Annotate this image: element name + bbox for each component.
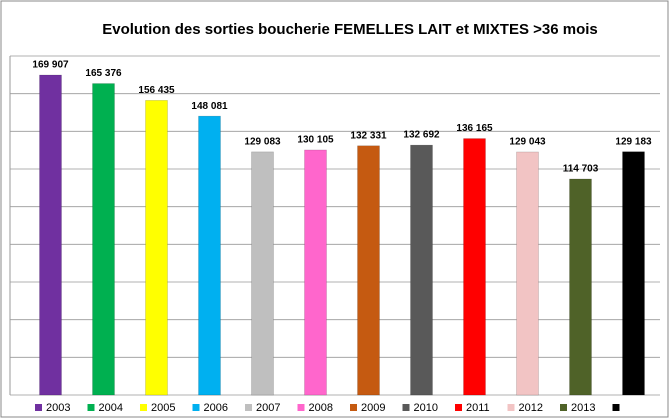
bar — [357, 145, 380, 396]
legend-swatch — [87, 404, 95, 411]
legend-label: 2013 — [571, 402, 595, 414]
value-label: 129 183 — [615, 136, 652, 147]
legend-label: 2012 — [519, 402, 543, 414]
value-label: 132 692 — [403, 130, 440, 141]
legend-swatch — [350, 404, 357, 411]
legend-label: 2003 — [46, 402, 70, 414]
value-label: 129 083 — [244, 137, 281, 148]
legend-swatch — [35, 404, 42, 411]
bar — [145, 100, 168, 396]
legend-label: 2008 — [309, 402, 333, 414]
legend-swatch — [297, 404, 305, 411]
bar — [410, 144, 433, 396]
value-label: 169 907 — [32, 60, 69, 71]
legend-label: 2009 — [361, 402, 385, 414]
bar — [39, 74, 62, 396]
value-label: 132 331 — [350, 130, 387, 141]
legend-swatch — [612, 404, 620, 411]
legend-swatch — [140, 404, 147, 411]
legend-label: 2006 — [204, 402, 228, 414]
legend-label: 2011 — [466, 402, 490, 414]
legend-label: 2007 — [256, 402, 280, 414]
value-label: 130 105 — [297, 135, 334, 146]
bar — [251, 151, 274, 396]
bar — [92, 83, 115, 396]
legend-swatch — [455, 404, 462, 411]
bar — [622, 151, 645, 396]
chart-title: Evolution des sorties boucherie FEMELLES… — [102, 21, 598, 38]
legend-label: 2010 — [414, 402, 438, 414]
value-label: 114 703 — [563, 164, 599, 175]
value-label: 165 376 — [85, 68, 122, 79]
bar — [304, 149, 327, 396]
bar — [198, 115, 221, 396]
legend-swatch — [245, 404, 252, 411]
bar — [463, 138, 486, 396]
legend-label: 2004 — [99, 402, 123, 414]
legend-swatch — [560, 404, 567, 411]
legend-swatch — [507, 404, 515, 411]
bar — [516, 151, 539, 396]
value-label: 129 043 — [509, 137, 546, 148]
value-label: 156 435 — [138, 85, 175, 96]
value-label: 136 165 — [456, 123, 493, 134]
legend-label: 2005 — [151, 402, 175, 414]
value-label: 148 081 — [191, 101, 228, 112]
bar — [569, 178, 592, 396]
legend-swatch — [402, 404, 410, 411]
legend-swatch — [192, 404, 200, 411]
